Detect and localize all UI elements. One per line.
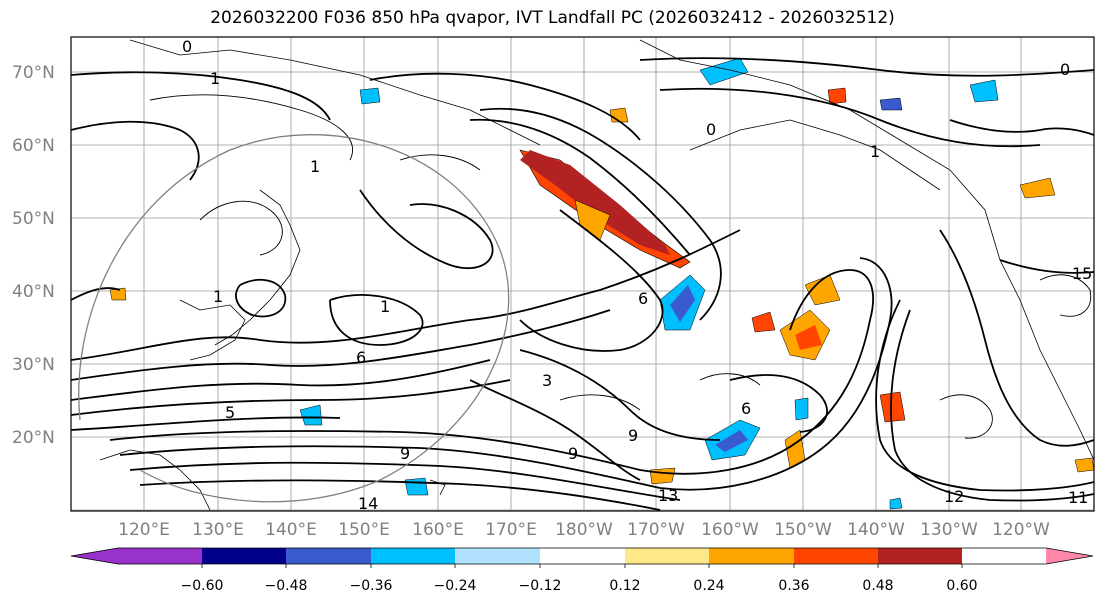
contour-label: 14 (358, 494, 378, 513)
contour-label: 3 (542, 371, 552, 390)
anomaly-patches (109, 57, 1094, 510)
lat-label: 30°N (12, 355, 55, 375)
contour-label: 13 (658, 486, 678, 505)
lon-label: 120°E (118, 520, 170, 540)
colorbar-tick-label: 0.60 (946, 578, 977, 594)
colorbar-outline (70, 547, 1094, 565)
contour-label: 12 (944, 487, 964, 506)
contour-lines (71, 57, 1094, 511)
contour-labels: 0 1 0 1 1 1 1 6 6 3 9 9 9 13 14 12 11 15… (182, 37, 1092, 513)
lat-label: 40°N (12, 282, 55, 302)
contour-label: 0 (1060, 60, 1070, 79)
lon-label: 180°W (555, 520, 613, 540)
contour-label: 6 (638, 289, 648, 308)
contour-label: 9 (628, 426, 638, 445)
lon-label: 160°W (701, 520, 759, 540)
lat-label: 20°N (12, 428, 55, 448)
contour-label: 1 (870, 142, 880, 161)
great-circle-arc (78, 134, 510, 503)
colorbar-tick-label: −0.24 (434, 578, 477, 594)
contour-label: 9 (400, 444, 410, 463)
colorbar-tick-label: −0.48 (265, 578, 308, 594)
lon-label: 130°W (920, 520, 978, 540)
contour-label: 1 (310, 157, 320, 176)
lon-label: 150°W (774, 520, 832, 540)
contour-label: 1 (380, 297, 390, 316)
colorbar-tick-label: 0.24 (693, 578, 724, 594)
colorbar-segment (286, 548, 371, 564)
lat-label: 50°N (12, 209, 55, 229)
colorbar-tick-label: 0.12 (609, 578, 640, 594)
lon-label: 140°W (847, 520, 905, 540)
contour-label: 1 (213, 287, 223, 306)
graticule (71, 37, 1094, 511)
lon-label: 130°E (192, 520, 244, 540)
lon-label: 160°E (412, 520, 464, 540)
plot-title: 2026032200 F036 850 hPa qvapor, IVT Land… (210, 8, 895, 28)
colorbar-segment (371, 548, 455, 564)
latitude-labels: 70°N 60°N 50°N 40°N 30°N 20°N (12, 63, 55, 448)
lon-label: 170°W (627, 520, 685, 540)
contour-label: 6 (356, 348, 366, 367)
map-frame (70, 36, 1095, 512)
lat-label: 70°N (12, 63, 55, 83)
contour-label: 0 (706, 120, 716, 139)
colorbar-segment (625, 548, 709, 564)
colorbar-tick-label: −0.36 (350, 578, 393, 594)
colorbar-segment (540, 548, 625, 564)
thin-contours (149, 94, 1092, 439)
lon-label: 170°E (485, 520, 537, 540)
coastlines (99, 39, 1094, 511)
colorbar-tick-label: −0.60 (181, 578, 224, 594)
colorbar-extend-high (1046, 548, 1093, 564)
longitude-labels: 120°E 130°E 140°E 150°E 160°E 170°E 180°… (118, 520, 1050, 540)
contour-label: 6 (741, 399, 751, 418)
colorbar-extend-low (71, 548, 118, 564)
colorbar-segment (455, 548, 540, 564)
colorbar-tick-label: 0.48 (862, 578, 893, 594)
contour-label: 1 (210, 69, 220, 88)
colorbar-tick-labels: −0.60 −0.48 −0.36 −0.24 −0.12 0.12 0.24 … (181, 578, 978, 594)
contour-label: 15 (1072, 264, 1092, 283)
colorbar (70, 547, 1094, 568)
lon-label: 120°W (992, 520, 1050, 540)
contour-label: 5 (225, 403, 235, 422)
map-area: 0 1 0 1 1 1 1 6 6 3 9 9 9 13 14 12 11 15… (71, 37, 1094, 513)
colorbar-segment (878, 548, 962, 564)
lon-label: 140°E (265, 520, 317, 540)
contour-label: 0 (182, 37, 192, 56)
colorbar-tick-label: 0.36 (778, 578, 809, 594)
colorbar-segment (202, 548, 286, 564)
colorbar-tick-label: −0.12 (519, 578, 562, 594)
lon-label: 150°E (338, 520, 390, 540)
colorbar-segment (709, 548, 794, 564)
lat-label: 60°N (12, 136, 55, 156)
colorbar-segment (118, 548, 202, 564)
contour-label: 11 (1068, 488, 1088, 507)
colorbar-segment (794, 548, 878, 564)
contour-label: 9 (568, 444, 578, 463)
